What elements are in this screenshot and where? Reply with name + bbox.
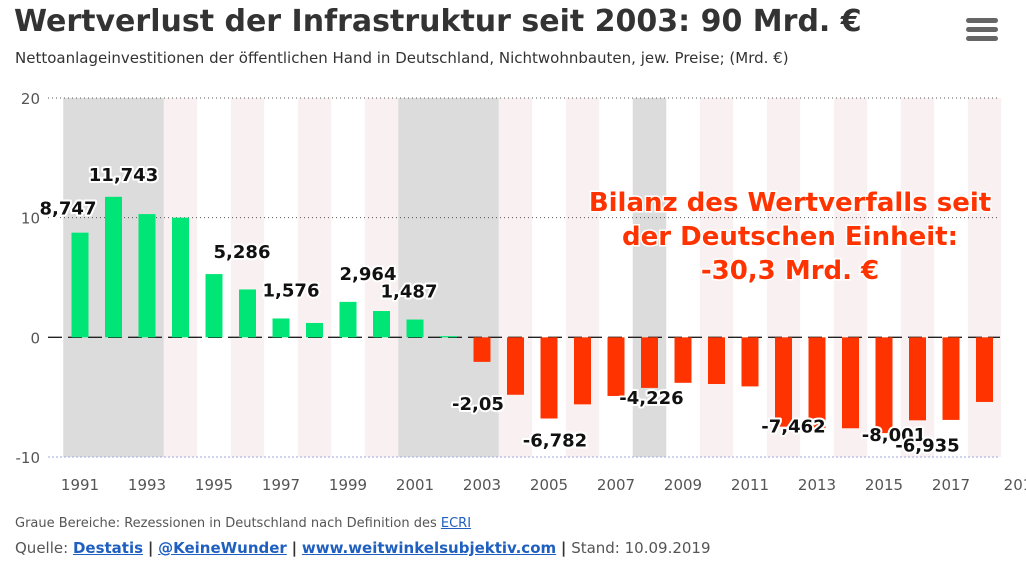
x-tick-label: 2015 bbox=[865, 476, 903, 494]
hamburger-menu-icon[interactable] bbox=[966, 18, 998, 44]
recession-band bbox=[398, 98, 499, 457]
data-label: 1,487 bbox=[381, 282, 438, 303]
separator: | bbox=[560, 539, 567, 557]
separator: | bbox=[147, 539, 154, 557]
bar[interactable] bbox=[708, 337, 725, 385]
y-tick-label: 0 bbox=[30, 329, 40, 347]
bar[interactable] bbox=[808, 337, 826, 429]
bar[interactable] bbox=[272, 318, 290, 338]
year-stripe bbox=[297, 98, 332, 457]
menu-line-icon bbox=[966, 27, 998, 32]
separator: | bbox=[291, 539, 298, 557]
bar[interactable] bbox=[942, 337, 960, 420]
x-tick-label: 2001 bbox=[396, 476, 434, 494]
bar[interactable] bbox=[205, 274, 223, 338]
bar[interactable] bbox=[406, 319, 424, 338]
twitter-link[interactable]: @KeineWunder bbox=[158, 539, 287, 557]
bar[interactable] bbox=[842, 337, 859, 429]
bar[interactable] bbox=[105, 196, 122, 338]
data-label: -4,226 bbox=[619, 388, 683, 409]
x-tick-label: 1995 bbox=[195, 476, 233, 494]
x-tick-label: 2013 bbox=[798, 476, 836, 494]
bar[interactable] bbox=[909, 337, 926, 421]
data-label: 1,576 bbox=[263, 280, 320, 301]
source-line: Quelle: Destatis | @KeineWunder | www.we… bbox=[15, 539, 711, 557]
bar[interactable] bbox=[138, 214, 156, 338]
menu-line-icon bbox=[966, 18, 998, 23]
data-label: 11,743 bbox=[89, 165, 158, 186]
x-tick-label: 2011 bbox=[731, 476, 769, 494]
year-stripe bbox=[498, 98, 533, 457]
chart-annotation: der Deutschen Einheit: bbox=[622, 222, 958, 252]
data-label: -8,001 bbox=[862, 425, 926, 446]
bar[interactable] bbox=[875, 337, 893, 434]
y-tick-label: 10 bbox=[21, 210, 40, 228]
x-tick-label: 2005 bbox=[530, 476, 568, 494]
bar[interactable] bbox=[507, 337, 524, 395]
chart-annotation: -30,3 Mrd. € bbox=[701, 256, 879, 286]
y-tick-label: 20 bbox=[21, 90, 40, 108]
bar[interactable] bbox=[306, 322, 323, 338]
bar[interactable] bbox=[775, 337, 792, 427]
destatis-link[interactable]: Destatis bbox=[72, 539, 144, 557]
x-tick-label: 201 bbox=[1004, 476, 1026, 494]
y-tick-label: -10 bbox=[16, 449, 41, 467]
bar[interactable] bbox=[172, 217, 189, 338]
bar[interactable] bbox=[71, 232, 89, 338]
bar[interactable] bbox=[540, 337, 558, 419]
chart-annotation: Bilanz des Wertverfalls seit bbox=[589, 188, 991, 218]
bar[interactable] bbox=[741, 337, 759, 387]
source-label: Quelle: bbox=[15, 539, 69, 557]
bar[interactable] bbox=[674, 337, 692, 383]
data-label: -6,782 bbox=[523, 430, 587, 451]
stand-date: Stand: 10.09.2019 bbox=[571, 539, 711, 557]
bar[interactable] bbox=[339, 301, 357, 338]
chart-subtitle: Nettoanlageinvestitionen der öffentliche… bbox=[15, 49, 789, 67]
data-label: -6,935 bbox=[895, 435, 959, 456]
x-tick-label: 1999 bbox=[329, 476, 367, 494]
x-tick-label: 1991 bbox=[61, 476, 99, 494]
year-stripe bbox=[699, 98, 734, 457]
data-label: 2,964 bbox=[340, 264, 397, 285]
bar[interactable] bbox=[473, 337, 491, 362]
data-label: 8,747 bbox=[40, 199, 97, 220]
bar[interactable] bbox=[373, 311, 390, 338]
bar[interactable] bbox=[440, 336, 457, 338]
bar[interactable] bbox=[607, 337, 625, 396]
recession-note-text: Graue Bereiche: Rezessionen in Deutschla… bbox=[15, 516, 437, 531]
bar[interactable] bbox=[976, 337, 993, 402]
year-stripe bbox=[230, 98, 265, 457]
x-tick-label: 2009 bbox=[664, 476, 702, 494]
website-link[interactable]: www.weitwinkelsubjektiv.com bbox=[301, 539, 557, 557]
chart-title: Wertverlust der Infrastruktur seit 2003:… bbox=[14, 4, 862, 39]
year-stripe bbox=[364, 98, 399, 457]
bar-chart: -10 0 10 20 1991 1993 1995 1997 1999 2001 2003 2005… bbox=[16, 90, 1026, 494]
x-tick-label: 1997 bbox=[262, 476, 300, 494]
ecri-link[interactable]: ECRI bbox=[440, 516, 472, 531]
bar[interactable] bbox=[641, 337, 658, 388]
bar[interactable] bbox=[239, 289, 256, 338]
bar[interactable] bbox=[574, 337, 591, 405]
x-tick-label: 2017 bbox=[932, 476, 970, 494]
menu-line-icon bbox=[966, 36, 998, 41]
x-tick-label: 1993 bbox=[128, 476, 166, 494]
data-label: 5,286 bbox=[214, 242, 271, 263]
year-stripe bbox=[967, 98, 1002, 457]
data-label: -2,05 bbox=[452, 394, 504, 415]
recession-band bbox=[632, 98, 667, 457]
x-tick-label: 2003 bbox=[463, 476, 501, 494]
x-tick-label: 2007 bbox=[597, 476, 635, 494]
recession-note: Graue Bereiche: Rezessionen in Deutschla… bbox=[15, 516, 471, 531]
data-label: -7,462 bbox=[761, 417, 825, 438]
